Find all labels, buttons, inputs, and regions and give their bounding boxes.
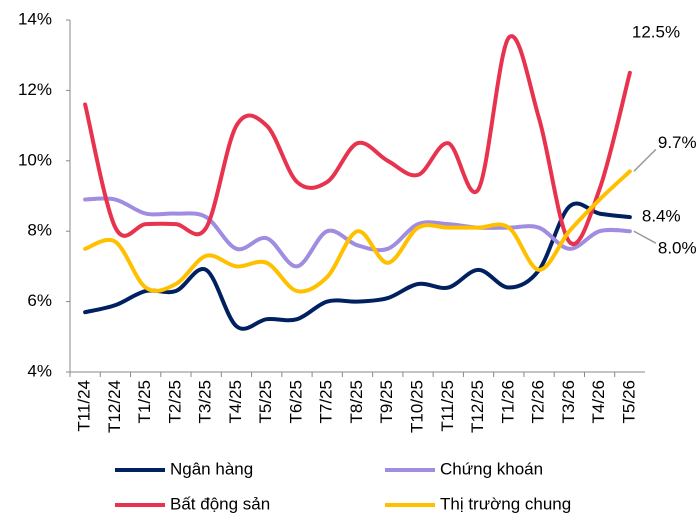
y-tick-label: 8% [27, 221, 52, 240]
x-tick-label: T5/25 [256, 380, 275, 423]
y-tick-label: 10% [18, 150, 52, 169]
x-tick-label: T3/25 [196, 380, 215, 423]
legend-label: Thị trường chung [440, 494, 571, 513]
leader-line [633, 148, 657, 172]
x-tick-label: T3/26 [559, 380, 578, 423]
x-tick-label: T8/25 [347, 380, 366, 423]
legend-label: Chứng khoán [440, 459, 543, 478]
x-tick-label: T9/25 [377, 380, 396, 423]
x-tick-label: T1/25 [135, 380, 154, 423]
x-tick-label: T7/25 [317, 380, 336, 423]
x-tick-label: T6/25 [286, 380, 305, 423]
x-tick-label: T11/24 [75, 380, 94, 432]
line [83, 196, 632, 269]
x-tick-label: T12/25 [468, 380, 487, 433]
line [83, 34, 632, 246]
data-label: 9.7% [658, 133, 697, 152]
leader-line [633, 230, 657, 244]
x-tick-label: T5/26 [619, 380, 638, 423]
x-tick-label: T1/26 [498, 380, 517, 423]
legend-label: Ngân hàng [170, 459, 253, 478]
data-label: 8.4% [642, 207, 681, 226]
line [83, 169, 632, 294]
x-tick-label: T2/26 [529, 380, 548, 423]
data-label: 12.5% [632, 22, 680, 41]
y-tick-label: 12% [18, 80, 52, 99]
x-tick-label: T12/24 [105, 380, 124, 433]
x-tick-label: T4/26 [589, 380, 608, 423]
legend-label: Bất động sản [170, 494, 270, 513]
x-tick-label: T10/25 [408, 380, 427, 433]
x-tick-label: T4/25 [226, 380, 245, 423]
y-tick-label: 6% [27, 291, 52, 310]
y-tick-label: 4% [27, 361, 52, 380]
y-tick-label: 14% [18, 9, 52, 28]
x-tick-label: T2/25 [165, 380, 184, 423]
data-label: 8.0% [658, 239, 697, 258]
x-tick-label: T11/25 [438, 380, 457, 432]
